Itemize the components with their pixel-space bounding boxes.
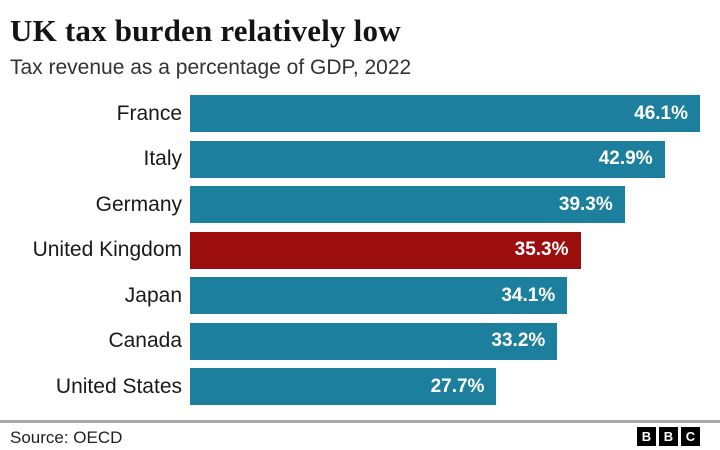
bar-row: Germany 39.3% <box>0 186 700 223</box>
bar-row: Japan 34.1% <box>0 277 700 314</box>
bar: 46.1% <box>190 95 700 132</box>
bar: 34.1% <box>190 277 568 314</box>
bar-track: 27.7% <box>190 368 700 405</box>
bar-row: United Kingdom 35.3% <box>0 231 700 269</box>
bar: 42.9% <box>190 140 665 178</box>
category-label: United States <box>55 374 182 398</box>
category-label: Japan <box>124 283 182 307</box>
bar: 27.7% <box>190 368 497 405</box>
chart-subtitle: Tax revenue as a percentage of GDP, 2022 <box>10 56 412 79</box>
bar-track: 46.1% <box>190 95 700 132</box>
footer-divider <box>0 420 720 423</box>
bar-track: 34.1% <box>190 277 700 314</box>
bbc-logo-letter: C <box>681 427 700 446</box>
bar-row: Italy 42.9% <box>0 140 700 178</box>
value-label: 27.7% <box>430 375 485 397</box>
category-label: Germany <box>95 192 182 216</box>
value-label: 35.3% <box>514 239 569 260</box>
bar: 33.2% <box>190 322 558 360</box>
category-label: Italy <box>143 147 182 170</box>
value-label: 39.3% <box>558 193 613 215</box>
bar-track: 33.2% <box>190 322 700 360</box>
category-label: United Kingdom <box>32 238 182 261</box>
value-label: 42.9% <box>598 148 653 169</box>
bbc-logo-letter: B <box>637 427 656 446</box>
source-label: Source: OECD <box>10 428 123 447</box>
chart-title: UK tax burden relatively low <box>10 13 401 48</box>
bar-track: 39.3% <box>190 186 700 223</box>
value-label: 34.1% <box>501 284 556 306</box>
category-label: Canada <box>108 329 182 352</box>
bar-row: Canada 33.2% <box>0 322 700 360</box>
value-label: 33.2% <box>491 330 546 351</box>
bar-highlight: 35.3% <box>190 231 581 269</box>
category-label: France <box>116 101 182 125</box>
bar-row: United States 27.7% <box>0 368 700 405</box>
bar-chart: France 46.1% Italy 42.9% Germany 39.3% United … <box>0 95 700 405</box>
bar-row: France 46.1% <box>0 95 700 132</box>
bar-track: 35.3% <box>190 231 700 269</box>
bar-track: 42.9% <box>190 140 700 178</box>
value-label: 46.1% <box>634 102 688 124</box>
bar: 39.3% <box>190 186 625 223</box>
bbc-logo-letter: B <box>659 427 678 446</box>
